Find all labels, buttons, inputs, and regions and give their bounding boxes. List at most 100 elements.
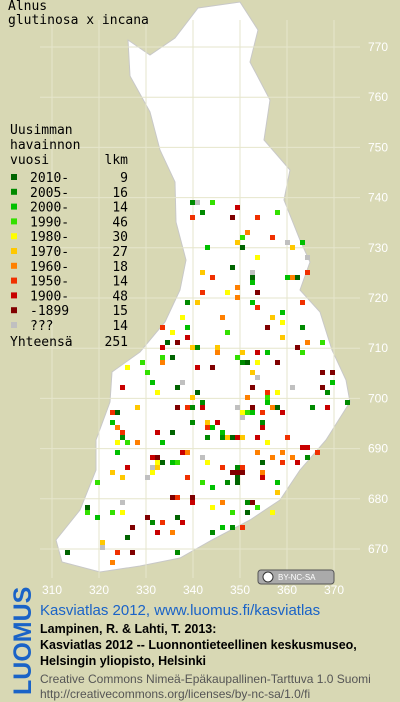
occurrence-square xyxy=(320,340,325,345)
grid-label: 370 xyxy=(324,583,344,597)
title-line: Alnus xyxy=(8,0,47,14)
legend-swatch xyxy=(11,174,17,180)
occurrence-square xyxy=(300,350,305,355)
occurrence-square xyxy=(305,455,310,460)
occurrence-square xyxy=(205,425,210,430)
occurrence-square xyxy=(185,475,190,480)
occurrence-square xyxy=(235,480,240,485)
occurrence-square xyxy=(200,405,205,410)
legend-heading: vuosi xyxy=(10,153,49,168)
occurrence-square xyxy=(245,410,250,415)
occurrence-square xyxy=(270,455,275,460)
legend-label: 1950- xyxy=(30,275,69,290)
occurrence-square xyxy=(235,435,240,440)
legend-swatch xyxy=(11,218,17,225)
occurrence-square xyxy=(205,245,210,250)
occurrence-square xyxy=(260,460,265,465)
occurrence-square xyxy=(240,415,245,420)
occurrence-square xyxy=(175,515,180,520)
occurrence-square xyxy=(250,280,255,285)
occurrence-square xyxy=(275,490,280,495)
grid-label: 360 xyxy=(277,583,297,597)
occurrence-square xyxy=(195,365,200,370)
occurrence-square xyxy=(240,435,245,440)
occurrence-square xyxy=(240,410,245,415)
occurrence-square xyxy=(220,525,225,530)
grid-label: 330 xyxy=(136,583,156,597)
occurrence-square xyxy=(270,315,275,320)
license-badge-text: BY-NC-SA xyxy=(278,573,316,582)
occurrence-square xyxy=(265,395,270,400)
occurrence-square xyxy=(235,470,240,475)
occurrence-square xyxy=(160,325,165,330)
occurrence-square xyxy=(115,550,120,555)
legend-swatch xyxy=(11,188,17,195)
occurrence-square xyxy=(275,210,280,215)
occurrence-square xyxy=(185,450,190,455)
legend-count: 18 xyxy=(112,260,128,275)
occurrence-square xyxy=(225,330,230,335)
occurrence-square xyxy=(290,275,295,280)
legend-swatch xyxy=(11,262,17,269)
legend-count: 48 xyxy=(112,289,128,304)
grid-label: 350 xyxy=(230,583,250,597)
occurrence-square xyxy=(145,475,150,480)
occurrence-square xyxy=(125,440,130,445)
occurrence-square xyxy=(235,355,240,360)
occurrence-square xyxy=(165,340,170,345)
occurrence-square xyxy=(280,410,285,415)
occurrence-square xyxy=(170,495,175,500)
occurrence-square xyxy=(325,405,330,410)
occurrence-square xyxy=(200,290,205,295)
legend-label: 1990- xyxy=(30,215,69,230)
occurrence-square xyxy=(195,300,200,305)
occurrence-square xyxy=(305,340,310,345)
legend-label: 1960- xyxy=(30,260,69,275)
occurrence-square xyxy=(270,510,275,515)
occurrence-square xyxy=(230,215,235,220)
occurrence-square xyxy=(180,380,185,385)
occurrence-square xyxy=(300,325,305,330)
occurrence-square xyxy=(145,370,150,375)
occurrence-square xyxy=(160,460,165,465)
occurrence-square xyxy=(230,510,235,515)
legend-count: 14 xyxy=(112,275,128,290)
occurrence-square xyxy=(155,455,160,460)
legend-total-label: Yhteensä xyxy=(10,335,73,350)
license-url[interactable]: http://creativecommons.org/licenses/by-n… xyxy=(40,687,310,701)
legend-heading: Uusimman xyxy=(10,123,73,138)
occurrence-square xyxy=(185,405,190,410)
occurrence-square xyxy=(150,465,155,470)
occurrence-square xyxy=(130,525,135,530)
occurrence-square xyxy=(195,345,200,350)
occurrence-square xyxy=(135,405,140,410)
occurrence-square xyxy=(150,380,155,385)
occurrence-square xyxy=(245,360,250,365)
occurrence-square xyxy=(185,300,190,305)
grid-label: 770 xyxy=(368,40,388,54)
occurrence-square xyxy=(235,295,240,300)
occurrence-square xyxy=(260,425,265,430)
grid-label: 710 xyxy=(368,341,388,355)
occurrence-square xyxy=(290,385,295,390)
occurrence-square xyxy=(295,275,300,280)
occurrence-square xyxy=(225,290,230,295)
legend-count: 15 xyxy=(112,304,128,319)
occurrence-square xyxy=(245,510,250,515)
occurrence-square xyxy=(270,235,275,240)
occurrence-square xyxy=(250,405,255,410)
occurrence-square xyxy=(255,360,260,365)
legend-swatch xyxy=(11,233,17,240)
occurrence-square xyxy=(135,440,140,445)
occurrence-square xyxy=(260,410,265,415)
occurrence-square xyxy=(185,335,190,340)
legend-label: 2005- xyxy=(30,186,69,201)
occurrence-square xyxy=(210,200,215,205)
occurrence-square xyxy=(250,500,255,505)
occurrence-square xyxy=(120,510,125,515)
occurrence-square xyxy=(110,410,115,415)
footer-link[interactable]: Kasviatlas 2012, www.luomus.fi/kasviatla… xyxy=(40,602,320,619)
grid-label: 680 xyxy=(368,492,388,506)
occurrence-square xyxy=(210,505,215,510)
occurrence-square xyxy=(305,255,310,260)
